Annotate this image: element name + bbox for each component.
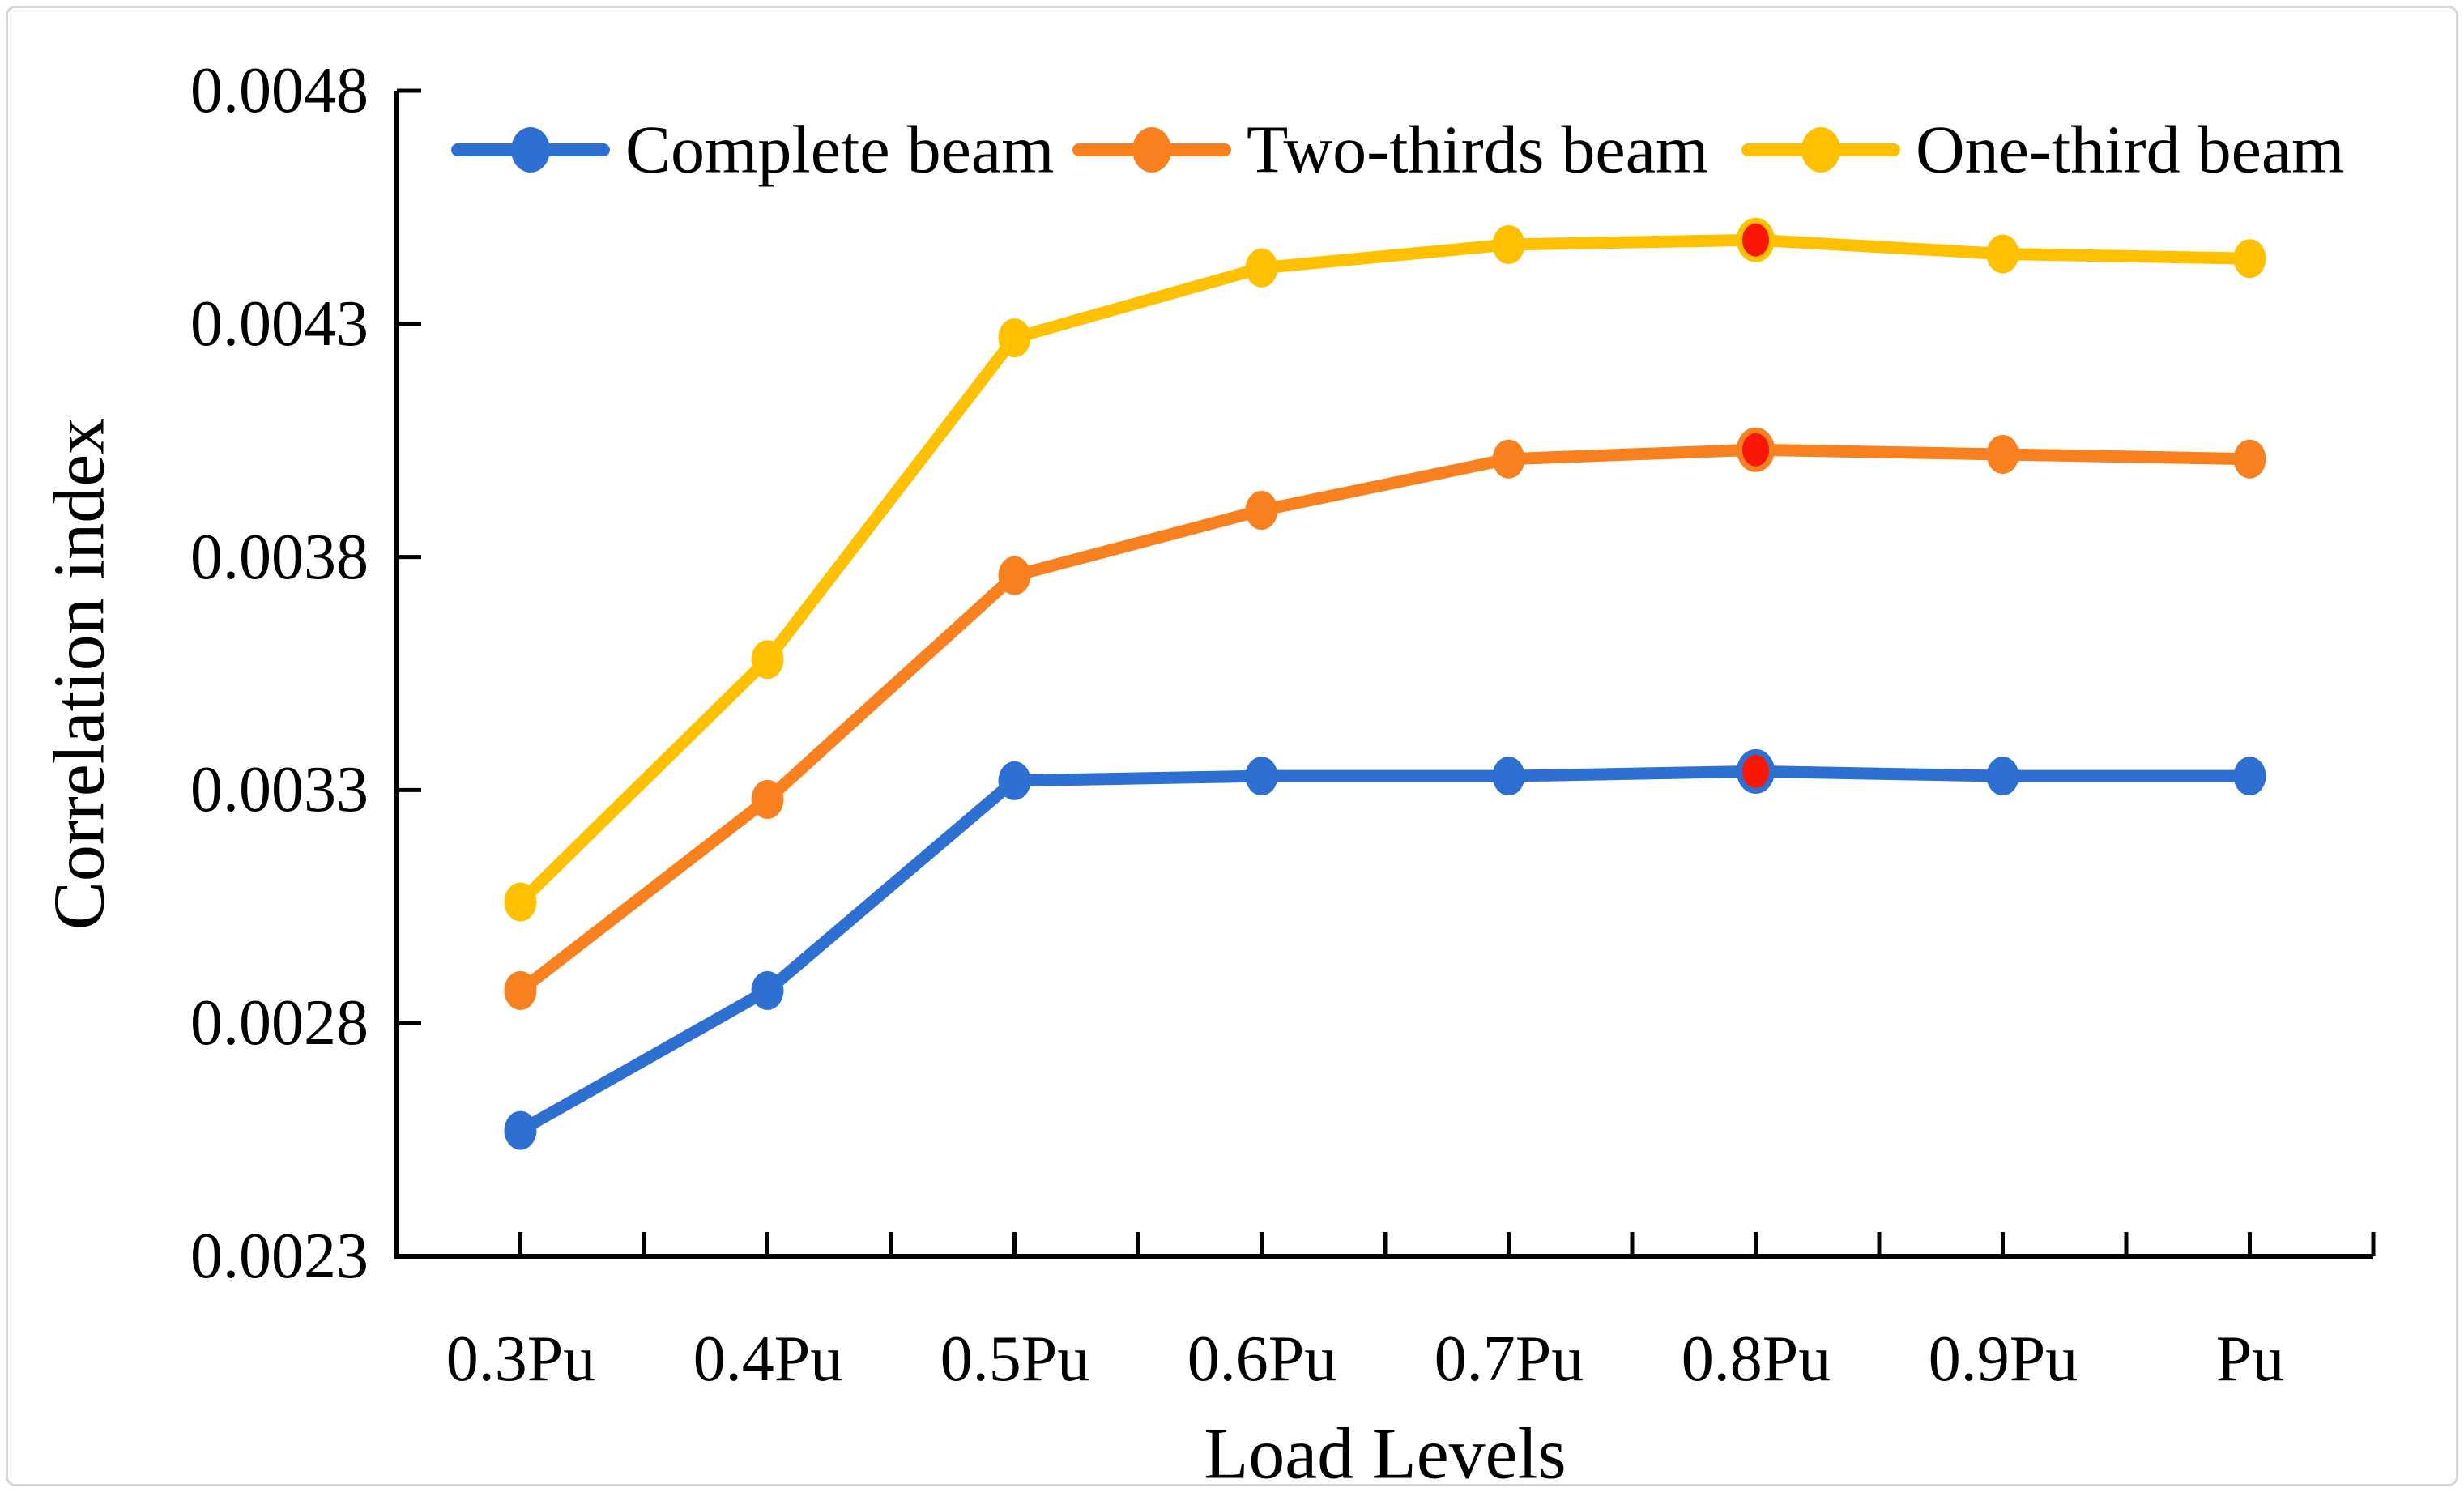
- data-marker-one-third-beam: [751, 640, 784, 680]
- data-marker-two-thirds-beam: [504, 970, 537, 1010]
- data-marker-complete-beam: [998, 761, 1031, 800]
- legend: Complete beam Two-thirds beam One-third …: [451, 113, 2344, 188]
- x-tick-label: 0.3Pu: [446, 1324, 596, 1395]
- data-marker-two-thirds-beam: [1986, 434, 2019, 474]
- data-marker-two-thirds-beam: [2233, 439, 2266, 479]
- series-line-two-thirds-beam: [514, 443, 2256, 997]
- legend-item-two-thirds-beam: Two-thirds beam: [1072, 113, 1708, 188]
- data-marker-complete-beam: [1492, 757, 1525, 796]
- x-tick-label: 0.9Pu: [1929, 1324, 2078, 1395]
- x-axis-tick-labels: 0.3Pu 0.4Pu 0.5Pu 0.6Pu 0.7Pu 0.8Pu 0.9P…: [446, 1324, 2285, 1395]
- x-axis-title: Load Levels: [1204, 1414, 1566, 1492]
- series-line-one-third-beam: [514, 233, 2256, 909]
- legend-label: Two-thirds beam: [1247, 113, 1708, 188]
- series-line-complete-beam: [514, 765, 2256, 1137]
- x-tick-label: 0.8Pu: [1682, 1324, 1831, 1395]
- highlight-marker-one-third-beam: [1737, 217, 1775, 262]
- legend-marker-swatch: [511, 127, 550, 173]
- y-tick-label: 0.0023: [190, 1221, 369, 1292]
- y-tick-label: 0.0038: [190, 522, 369, 593]
- data-marker-complete-beam: [1245, 757, 1278, 796]
- data-marker-complete-beam: [504, 1110, 537, 1150]
- x-tick-label: 0.6Pu: [1187, 1324, 1337, 1395]
- data-marker-one-third-beam: [1492, 224, 1525, 264]
- x-tick-label: 0.7Pu: [1434, 1324, 1584, 1395]
- x-tick-label: Pu: [2216, 1324, 2285, 1395]
- legend-item-one-third-beam: One-third beam: [1741, 113, 2344, 188]
- data-marker-two-thirds-beam: [1492, 439, 1525, 479]
- legend-item-complete-beam: Complete beam: [451, 113, 1055, 188]
- y-tick-label: 0.0028: [190, 987, 369, 1059]
- data-marker-one-third-beam: [1245, 248, 1278, 288]
- y-axis-title: Correlation index: [40, 418, 120, 930]
- legend-marker-swatch: [1801, 127, 1840, 173]
- legend-label: One-third beam: [1916, 113, 2344, 188]
- data-marker-one-third-beam: [998, 318, 1031, 358]
- data-marker-one-third-beam: [1986, 234, 2019, 274]
- y-axis-tick-labels: 0.0023 0.0028 0.0033 0.0038 0.0043 0.004…: [190, 55, 369, 1292]
- data-marker-two-thirds-beam: [1245, 491, 1278, 531]
- y-tick-label: 0.0033: [190, 754, 369, 825]
- data-marker-two-thirds-beam: [998, 556, 1031, 595]
- x-tick-label: 0.4Pu: [693, 1324, 843, 1395]
- data-marker-one-third-beam: [2233, 239, 2266, 279]
- data-marker-complete-beam: [751, 970, 784, 1010]
- plot-area: [394, 88, 2376, 1259]
- highlight-marker-two-thirds-beam: [1737, 427, 1775, 472]
- y-tick-label: 0.0048: [190, 55, 369, 126]
- data-marker-two-thirds-beam: [751, 779, 784, 819]
- data-marker-one-third-beam: [504, 882, 537, 922]
- legend-label: Complete beam: [625, 113, 1055, 188]
- x-tick-label: 0.5Pu: [940, 1324, 1090, 1395]
- axis-lines: [394, 91, 2373, 1259]
- data-marker-complete-beam: [2233, 757, 2266, 796]
- highlight-marker-complete-beam: [1737, 748, 1775, 794]
- legend-marker-swatch: [1132, 127, 1171, 173]
- data-marker-complete-beam: [1986, 757, 2019, 796]
- y-tick-label: 0.0043: [190, 288, 369, 360]
